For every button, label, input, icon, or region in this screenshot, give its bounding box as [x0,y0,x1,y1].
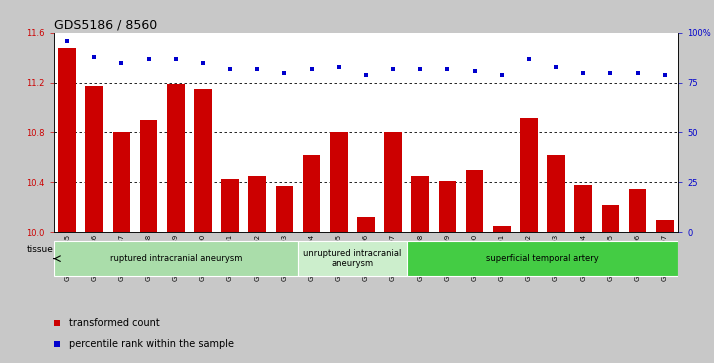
Bar [86,86,103,232]
Bar [438,181,456,232]
Bar [276,186,293,232]
Bar [298,241,407,276]
Bar [466,170,483,232]
Bar [54,241,298,276]
Text: transformed count: transformed count [69,318,160,328]
Bar [330,132,348,232]
Bar [656,220,673,232]
Bar [221,179,239,232]
Bar [167,84,185,232]
Bar [520,118,538,232]
Bar [303,155,321,232]
Text: ruptured intracranial aneurysm: ruptured intracranial aneurysm [109,254,242,263]
Bar [629,189,646,232]
Text: percentile rank within the sample: percentile rank within the sample [69,339,234,349]
Text: tissue: tissue [27,245,54,254]
Bar [411,176,429,232]
Text: superficial temporal artery: superficial temporal artery [486,254,599,263]
Bar [140,120,158,232]
Text: unruptured intracranial
aneurysm: unruptured intracranial aneurysm [303,249,401,268]
Bar [407,241,678,276]
Bar [602,205,619,232]
Bar [384,132,402,232]
Bar [547,155,565,232]
Text: GDS5186 / 8560: GDS5186 / 8560 [54,19,157,32]
Bar [59,48,76,232]
Bar [574,185,592,232]
Bar [248,176,266,232]
Bar [493,226,511,232]
Bar [113,132,130,232]
Bar [357,217,375,232]
Bar [194,89,212,232]
